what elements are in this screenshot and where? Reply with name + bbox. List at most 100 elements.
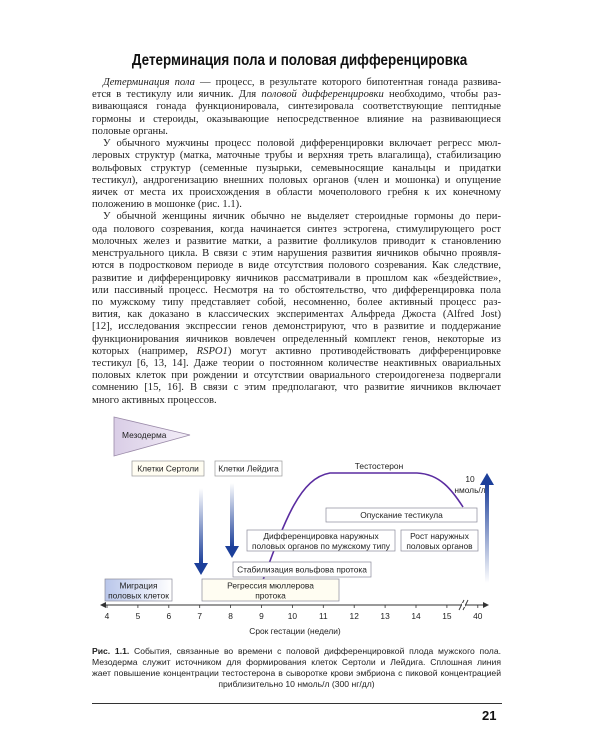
paragraph-line: У обычной женщины яичник обычно не выдел…	[92, 211, 501, 223]
text-segment: половые органы.	[92, 125, 168, 137]
text-segment: вивающаяся гонада функционировала, синте…	[92, 101, 501, 113]
text-segment: сомнению [15, 16]. В связи с этим предпо…	[92, 382, 501, 394]
figure-caption: Рис. 1.1. События, связанные во времени …	[92, 646, 501, 690]
migration-label-2: половых клеток	[108, 591, 169, 601]
text-segment: развитие и дифференцировку яичников расс…	[92, 272, 501, 284]
paragraph-line: яичек от места их происхождения в област…	[92, 187, 501, 199]
mullerian-label-1: Регрессия мюллерова	[227, 581, 314, 591]
italic-term: RSPO1	[196, 345, 228, 357]
axis-tick-label: 14	[411, 611, 421, 621]
text-segment: тестикул), андрогенизацию внешних половы…	[92, 174, 501, 186]
text-segment: ются в подростковом периоде в виде отсут…	[92, 260, 501, 272]
text-segment: половых клеток при рождении и отсутствии…	[92, 370, 501, 382]
text-segment: которых (например,	[92, 345, 197, 357]
external-diff-label-2: половых органов по мужскому типу	[252, 541, 391, 551]
text-segment: тестикул [6, 13, 14]. Даже теории о пост…	[92, 358, 501, 370]
text-segment: У обычного мужчины процесс половой диффе…	[103, 138, 501, 150]
caption-text: События, связанные во времени с половой …	[129, 646, 501, 656]
axis-tick-label: 6	[166, 611, 171, 621]
paragraph-line: развитие и дифференцировку яичников расс…	[92, 273, 501, 285]
paragraph-line: которых (например, RSPO1) могут активно …	[92, 346, 501, 358]
caption-text: Мезодерма служит источником для формиров…	[92, 657, 501, 667]
text-segment: функционирования яичников вовлечен опред…	[92, 333, 501, 345]
text-segment: ода полового созревания, когда начинаетс…	[92, 223, 501, 235]
paragraph-line: гормоны и стероиды, оказывающие непосред…	[92, 114, 501, 126]
axis-tick-label: 15	[442, 611, 452, 621]
paragraph-line: ются в подростковом периоде в виде отсут…	[92, 260, 501, 272]
caption-text: приблизительно 10 нмоль/л (300 нг/дл)	[218, 679, 375, 689]
time-axis	[100, 599, 489, 611]
axis-tick-label: 4	[105, 611, 110, 621]
italic-term: Детерминация пола	[103, 77, 195, 88]
text-segment: молочных желез и развитие матки, а разви…	[92, 235, 501, 247]
paragraph-line: тестикул), андрогенизацию внешних половы…	[92, 175, 501, 187]
page-number: 21	[482, 708, 497, 723]
testosterone-label: Тестостерон	[355, 461, 404, 471]
migration-box	[104, 578, 173, 602]
axis-tick-label: 9	[259, 611, 264, 621]
text-segment: — процесс, в результате которого бипотен…	[194, 77, 501, 88]
paragraph-line: или пассивный процесс. Несмотря на то об…	[92, 285, 501, 297]
paragraph-line: вития, как доказано в классических экспе…	[92, 309, 501, 321]
text-segment: ) могут активно противодействовать диффе…	[227, 345, 501, 357]
migration-label-1: Миграция	[119, 581, 157, 591]
text-segment: положению в мошонке (рис. 1.1).	[92, 199, 242, 211]
sertoli-box	[131, 460, 205, 477]
text-segment: вития, как доказано в классических экспе…	[92, 309, 501, 321]
paragraph-line: молочных желез и развитие матки, а разви…	[92, 236, 501, 248]
text-segment: ется в тестикулу или яичник. Для	[92, 89, 262, 101]
caption-text: жает повышение концентрации тестостерона…	[92, 668, 501, 678]
leydig-box	[214, 460, 283, 477]
axis-tick-label: 7	[197, 611, 202, 621]
paragraph-line: по мужскому типу представляет собой, нес…	[92, 297, 501, 309]
testis-descent-label: Опускание тестикула	[360, 510, 443, 520]
paragraph-line: вольфовых структур (семенные пузырьки, с…	[92, 163, 501, 175]
text-segment: менструального цикла. В связи с этим нар…	[92, 248, 501, 260]
text-segment: много активных процессов.	[92, 394, 217, 406]
axis-tick-label: 40	[473, 611, 483, 621]
text-segment: яичек от места их происхождения в област…	[92, 186, 501, 198]
caption-label: Рис. 1.1.	[92, 646, 130, 656]
leydig-label: Клетки Лейдига	[218, 464, 279, 474]
text-segment: вольфовых структур (семенные пузырьки, с…	[92, 162, 501, 174]
italic-term: половой дифференцировки	[261, 89, 384, 101]
sertoli-down-arrow	[194, 488, 208, 575]
paragraph-line: [12], исследования экспрессии генов демо…	[92, 321, 501, 333]
paragraph-line: функционирования яичников вовлечен опред…	[92, 334, 501, 346]
peak-value-label: 10	[465, 474, 475, 484]
mesoderm-label: Мезодерма	[122, 430, 167, 440]
leydig-down-arrow	[225, 483, 239, 558]
axis-tick-label: 11	[319, 611, 328, 621]
paragraph-line: У обычного мужчины процесс половой диффе…	[92, 138, 501, 150]
paragraph-line: половых клеток при рождении и отсутствии…	[92, 370, 501, 382]
body-text: Детерминация пола — процесс, в результат…	[92, 77, 501, 407]
axis-tick-label: 5	[136, 611, 141, 621]
axis-label: Срок гестации (недели)	[249, 626, 341, 636]
footer-rule	[92, 703, 502, 704]
external-growth-label-1: Рост наружных	[410, 531, 470, 541]
external-growth-label-2: половых органов	[406, 541, 473, 551]
testis-descent-box	[325, 507, 478, 523]
paragraph-line: половые органы.	[92, 126, 501, 138]
wolffian-box	[232, 561, 372, 578]
text-segment: по мужскому типу представляет собой, нес…	[92, 296, 501, 308]
text-segment: леровых структур (матка, маточные трубы …	[92, 150, 501, 162]
sertoli-label: Клетки Сертоли	[137, 464, 199, 474]
mullerian-box	[201, 578, 340, 602]
peak-unit-label: нмоль/л	[454, 485, 485, 495]
paragraph-line: положению в мошонке (рис. 1.1).	[92, 199, 501, 211]
axis-tick-label: 13	[380, 611, 390, 621]
paragraph-line: ется в тестикулу или яичник. Для половой…	[92, 89, 501, 101]
section-title: Детерминация пола и половая дифференциро…	[132, 52, 468, 69]
paragraph-line: сомнению [15, 16]. В связи с этим предпо…	[92, 382, 501, 394]
peak-up-arrow	[480, 473, 494, 583]
paragraph-line: леровых структур (матка, маточные трубы …	[92, 150, 501, 162]
text-segment: гормоны и стероиды, оказывающие непосред…	[92, 113, 501, 125]
paragraph-line: тестикул [6, 13, 14]. Даже теории о пост…	[92, 358, 501, 370]
text-segment: необходимо, чтобы раз-	[383, 89, 501, 101]
axis-tick-label: 8	[228, 611, 233, 621]
paragraph-line: ода полового созревания, когда начинаетс…	[92, 224, 501, 236]
text-segment: У обычной женщины яичник обычно не выдел…	[103, 211, 501, 223]
wolffian-label: Стабилизация вольфова протока	[237, 565, 367, 575]
